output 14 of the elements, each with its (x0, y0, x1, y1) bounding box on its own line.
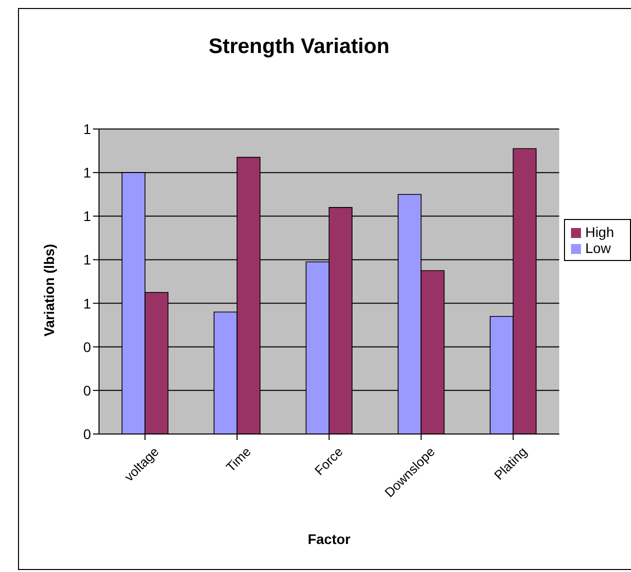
y-tick-label: 1 (83, 164, 92, 181)
chart-title: Strength Variation (208, 35, 390, 59)
y-tick-label: 1 (83, 252, 92, 268)
x-tick-label: Time (223, 444, 254, 475)
y-axis-title: Variation (lbs) (40, 244, 57, 336)
y-tick-label: 1 (83, 208, 92, 224)
y-tick-label: 1 (83, 295, 92, 312)
legend-label: Low (585, 240, 611, 256)
y-tick-label: 0 (83, 382, 92, 398)
x-axis-title: Factor (308, 531, 352, 547)
y-tick-label: 1 (83, 120, 92, 137)
legend-label: High (585, 224, 614, 240)
y-tick-label: 0 (83, 338, 92, 355)
y-tick-label: 0 (83, 426, 92, 442)
